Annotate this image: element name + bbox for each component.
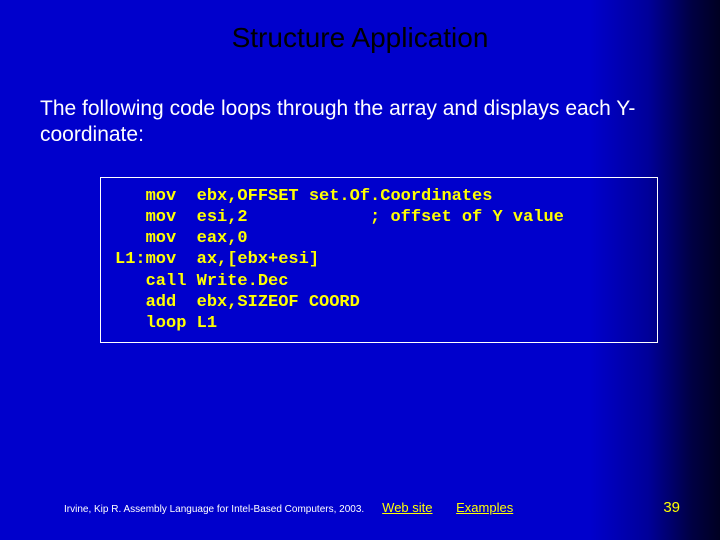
code-block: mov ebx,OFFSET set.Of.Coordinates mov es… — [100, 177, 658, 344]
page-number: 39 — [663, 499, 680, 516]
examples-link[interactable]: Examples — [456, 500, 513, 515]
website-link[interactable]: Web site — [382, 500, 432, 515]
footer-citation: Irvine, Kip R. Assembly Language for Int… — [64, 504, 364, 515]
slide-title: Structure Application — [0, 0, 720, 62]
footer: Irvine, Kip R. Assembly Language for Int… — [0, 499, 720, 516]
footer-links: Web site Examples — [382, 500, 533, 515]
slide-description: The following code loops through the arr… — [0, 62, 720, 149]
